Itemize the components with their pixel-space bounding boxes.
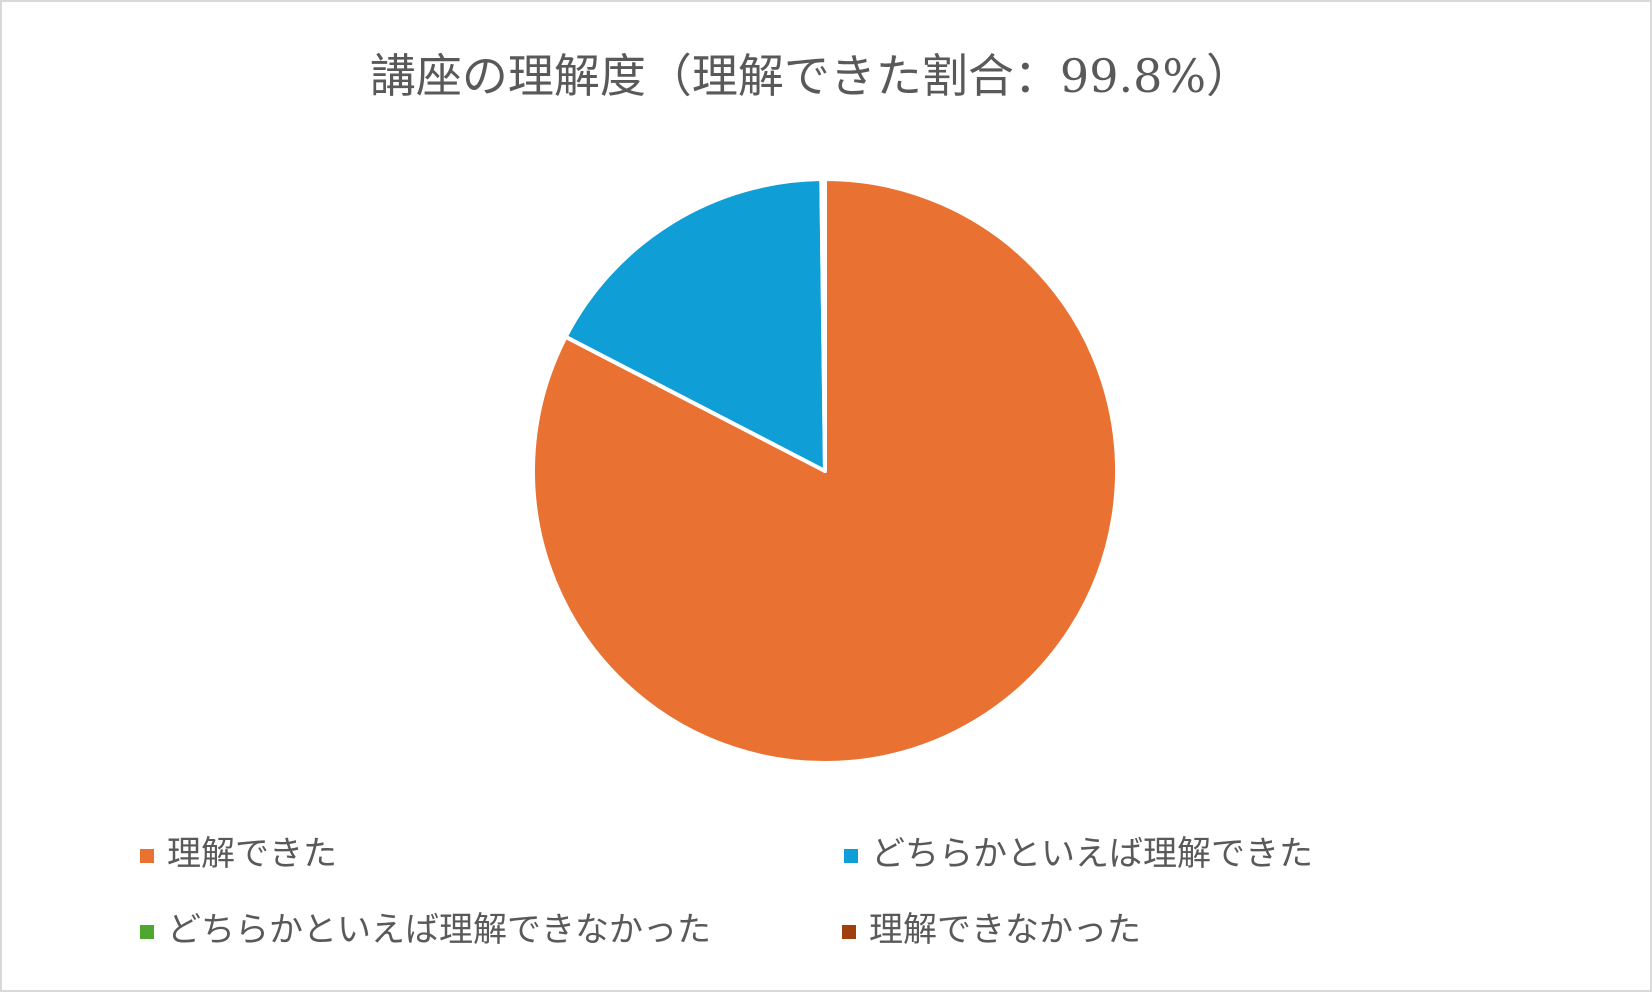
- legend-label: 理解できなかった: [869, 910, 1141, 950]
- legend-marker: [140, 925, 154, 939]
- pie-slice: [563, 177, 827, 473]
- legend-label: どちらかといえば理解できなかった: [167, 910, 711, 950]
- legend-marker: [140, 849, 154, 863]
- chart-title: 講座の理解度（理解できた割合：99.8%）: [370, 49, 1252, 103]
- legend-label: 理解できた: [167, 834, 337, 874]
- legend-marker: [844, 849, 858, 863]
- legend-marker: [842, 925, 856, 939]
- legend-label: どちらかといえば理解できた: [871, 834, 1313, 874]
